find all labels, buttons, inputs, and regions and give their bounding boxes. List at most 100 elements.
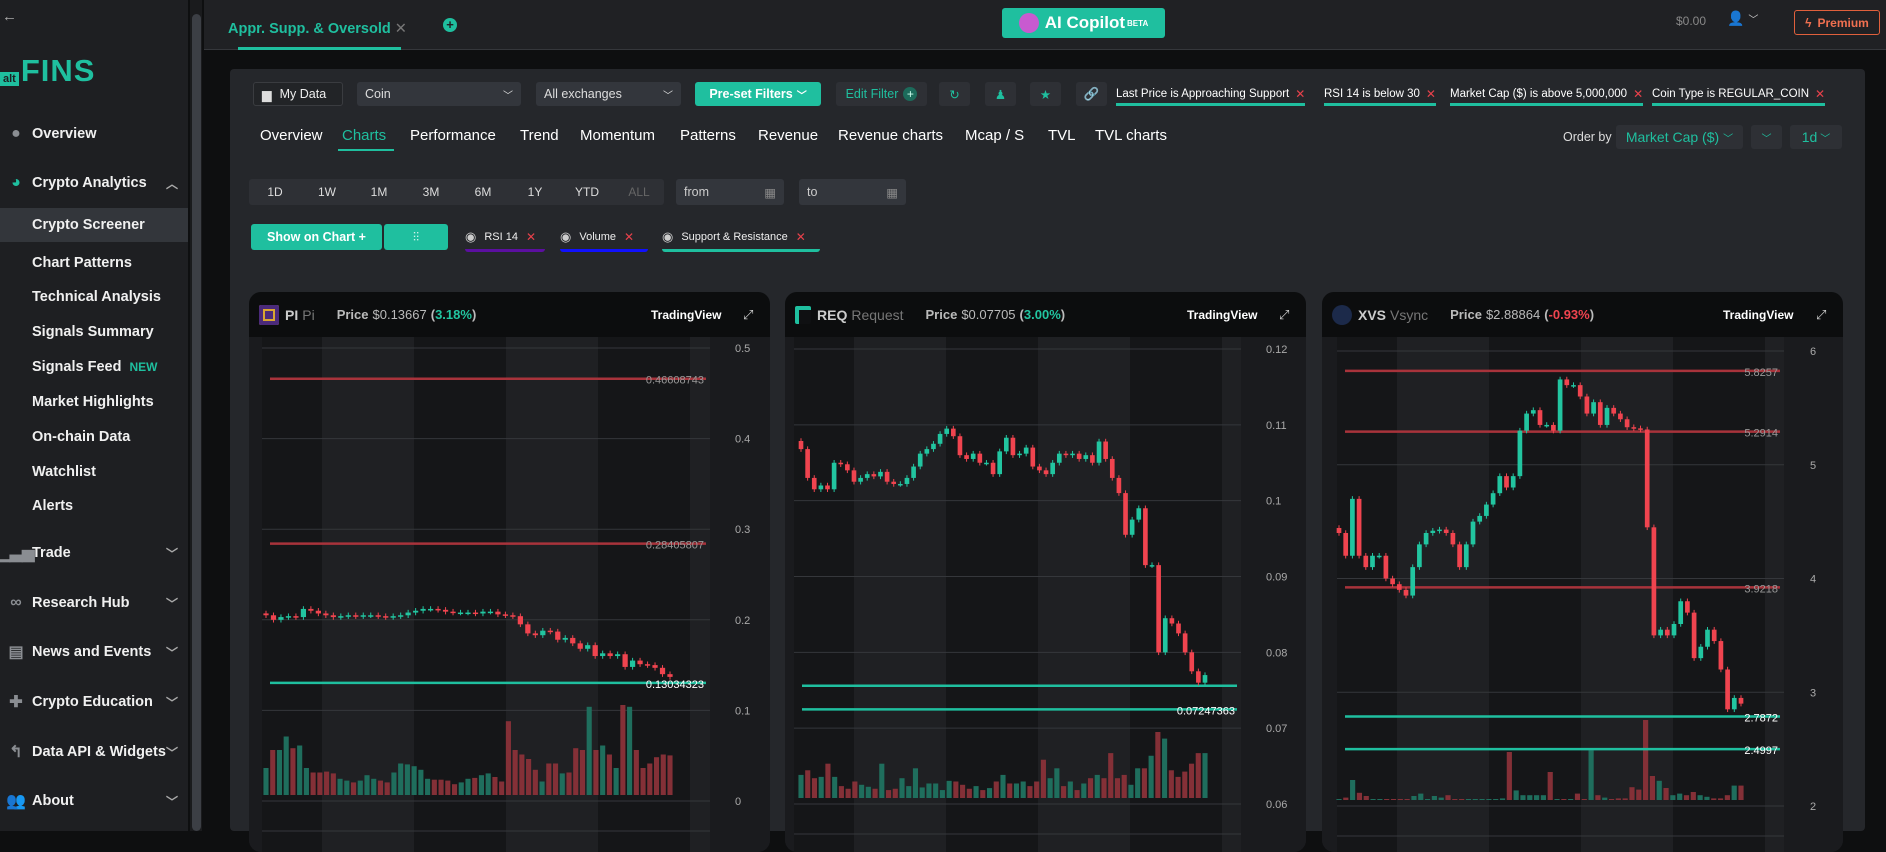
tab-revenue[interactable]: Revenue <box>758 127 819 144</box>
chevron-down-icon[interactable]: ﹀ <box>166 745 179 760</box>
sidebar-item-signals-feed[interactable]: Signals Feed NEW <box>0 351 188 383</box>
order-by-select[interactable]: Market Cap ($) ﹀ <box>1616 125 1743 149</box>
indicator-rsi-14[interactable]: ◉ RSI 14 ✕ <box>465 224 545 252</box>
sidebar-item-trade[interactable]: ▁▃▅ Trade ﹀ <box>0 537 188 569</box>
tab-trend[interactable]: Trend <box>520 127 559 144</box>
range-1d[interactable]: 1D <box>267 185 283 199</box>
remove-filter-icon[interactable]: ✕ <box>1815 86 1826 101</box>
tab-mcap-s[interactable]: Mcap / S <box>965 127 1025 144</box>
interval-select[interactable]: 1d ﹀ <box>1790 125 1842 149</box>
candlestick-chart[interactable]: 6 5 4 3 2 5.8257 5.2914 3.9218 2.7872 2.4997 <box>1322 337 1843 852</box>
sidebar-item-chart-patterns[interactable]: Chart Patterns <box>0 247 188 279</box>
chevron-down-icon[interactable]: ﹀ <box>166 794 179 809</box>
chevron-down-icon[interactable]: ﹀ <box>166 645 179 660</box>
coin-symbol[interactable]: PI <box>285 306 299 323</box>
eye-icon[interactable]: ◉ <box>560 228 572 244</box>
date-from-placeholder: from <box>684 185 709 199</box>
collapse-sidebar-icon[interactable]: ← <box>2 8 17 25</box>
tab-appr-supp-oversold[interactable]: Appr. Supp. & Oversold ✕ <box>228 21 407 37</box>
tab-tvl-charts[interactable]: TVL charts <box>1095 127 1167 144</box>
indicator-support-resistance[interactable]: ◉ Support & Resistance ✕ <box>662 224 820 252</box>
filter-chip[interactable]: Coin Type is REGULAR_COIN ✕ <box>1652 84 1826 106</box>
remove-indicator-icon[interactable]: ✕ <box>624 229 635 244</box>
my-data-button[interactable]: ▆ My Data <box>253 82 343 106</box>
coin-select[interactable]: Coin ﹀ <box>357 82 521 106</box>
tab-performance[interactable]: Performance <box>410 127 496 144</box>
show-on-chart-button[interactable]: Show on Chart + <box>251 224 382 250</box>
tab-momentum[interactable]: Momentum <box>580 127 656 144</box>
edit-filter-button[interactable]: Edit Filter + <box>836 82 927 106</box>
remove-indicator-icon[interactable]: ✕ <box>525 229 537 244</box>
sidebar-item-label: Crypto Screener <box>32 217 145 233</box>
chevron-down-icon[interactable]: ﹀ <box>166 546 179 561</box>
sidebar-item-technical-analysis[interactable]: Technical Analysis <box>0 281 188 313</box>
sidebar-item-signals-summary[interactable]: Signals Summary <box>0 316 188 348</box>
range-1w[interactable]: 1W <box>318 185 336 199</box>
sidebar-item-crypto-analytics[interactable]: ◕ Crypto Analytics ︿ <box>0 167 188 199</box>
range-1y[interactable]: 1Y <box>527 185 543 199</box>
indicator-volume[interactable]: ◉ Volume ✕ <box>560 224 648 252</box>
chart-type-button[interactable]: ⫶⫶ <box>384 224 448 250</box>
tab-charts[interactable]: Charts <box>342 127 387 144</box>
candlestick-chart[interactable]: 0.5 0.4 0.3 0.2 0.1 0 0.46608743 0.28405807 0.13… <box>249 337 770 852</box>
eye-icon[interactable]: ◉ <box>662 228 674 244</box>
tab-tvl[interactable]: TVL <box>1048 127 1076 144</box>
user-menu[interactable]: 👤 ﹀ <box>1727 10 1758 27</box>
price-change: (3.00%) <box>1019 307 1066 322</box>
sidebar-item-research-hub[interactable]: ∞ Research Hub ﹀ <box>0 587 188 619</box>
remove-filter-icon[interactable]: ✕ <box>1633 86 1644 101</box>
sidebar-item-data-api-widgets[interactable]: ↰ Data API & Widgets ﹀ <box>0 736 188 768</box>
tab-patterns[interactable]: Patterns <box>680 127 736 144</box>
preset-filters-button[interactable]: Pre-set Filters ﹀ <box>695 82 821 106</box>
sidebar-item-alerts[interactable]: Alerts <box>0 490 188 522</box>
tradingview-link[interactable]: TradingView <box>651 307 722 322</box>
tradingview-link[interactable]: TradingView <box>1187 307 1258 322</box>
date-from-input[interactable]: from ▦ <box>676 179 784 205</box>
range-all[interactable]: ALL <box>628 185 650 199</box>
sidebar-item-about[interactable]: 👥 About ﹀ <box>0 785 188 817</box>
filter-chip[interactable]: RSI 14 is below 30 ✕ <box>1324 84 1436 106</box>
sidebar-item-market-highlights[interactable]: Market Highlights <box>0 386 188 418</box>
remove-filter-icon[interactable]: ✕ <box>1425 86 1436 101</box>
range-1m[interactable]: 1M <box>370 185 388 199</box>
candlestick-chart[interactable]: 0.12 0.11 0.1 0.09 0.08 0.07 0.06 0.07247363 <box>785 337 1306 852</box>
sidebar-item-on-chain-data[interactable]: On-chain Data <box>0 421 188 453</box>
ai-copilot-button[interactable]: AI Copilot BETA <box>1002 8 1165 38</box>
expand-icon[interactable]: ⤢ <box>1816 306 1827 322</box>
chevron-down-icon[interactable]: ﹀ <box>166 695 179 710</box>
tab-revenue-charts[interactable]: Revenue charts <box>838 127 944 144</box>
chevron-up-icon[interactable]: ︿ <box>166 176 179 191</box>
chevron-down-icon[interactable]: ﹀ <box>166 596 179 611</box>
exchange-select[interactable]: All exchanges ﹀ <box>536 82 681 106</box>
sidebar-item-crypto-education[interactable]: ✚ Crypto Education ﹀ <box>0 686 188 718</box>
date-to-input[interactable]: to ▦ <box>799 179 906 205</box>
premium-button[interactable]: ϟ Premium <box>1794 10 1880 35</box>
close-tab-icon[interactable]: ✕ <box>394 21 407 37</box>
sidebar-item-news-and-events[interactable]: ▤ News and Events ﹀ <box>0 636 188 668</box>
filter-chip[interactable]: Last Price is Approaching Support ✕ <box>1116 84 1306 106</box>
sort-direction-button[interactable]: ﹀ <box>1751 125 1782 149</box>
tradingview-link[interactable]: TradingView <box>1723 307 1794 322</box>
logo[interactable]: alt FINS <box>0 53 95 89</box>
expand-icon[interactable]: ⤢ <box>743 306 754 322</box>
expand-icon[interactable]: ⤢ <box>1279 306 1290 322</box>
remove-filter-icon[interactable]: ✕ <box>1295 86 1306 101</box>
refresh-button[interactable]: ↻ <box>939 82 970 106</box>
sidebar-item-overview[interactable]: ● Overview <box>0 118 188 150</box>
remove-indicator-icon[interactable]: ✕ <box>795 229 806 244</box>
range-ytd[interactable]: YTD <box>575 185 599 199</box>
range-6m[interactable]: 6M <box>474 185 492 199</box>
coin-symbol[interactable]: XVS <box>1358 306 1387 323</box>
filter-chip[interactable]: Market Cap ($) is above 5,000,000 ✕ <box>1450 84 1644 106</box>
eye-icon[interactable]: ◉ <box>465 228 477 244</box>
sidebar-item-crypto-screener[interactable]: Crypto Screener <box>0 208 188 242</box>
sidebar-scroll-thumb[interactable] <box>192 14 201 831</box>
tab-overview[interactable]: Overview <box>260 127 323 144</box>
share-link-button[interactable]: 🔗 <box>1076 82 1107 106</box>
favorite-button[interactable]: ★ <box>1030 82 1061 106</box>
coin-symbol[interactable]: REQ <box>817 306 848 323</box>
alert-button[interactable]: ♟ <box>985 82 1016 106</box>
sidebar-item-watchlist[interactable]: Watchlist <box>0 456 188 488</box>
range-3m[interactable]: 3M <box>422 185 440 199</box>
add-tab-icon[interactable]: + <box>443 18 457 32</box>
